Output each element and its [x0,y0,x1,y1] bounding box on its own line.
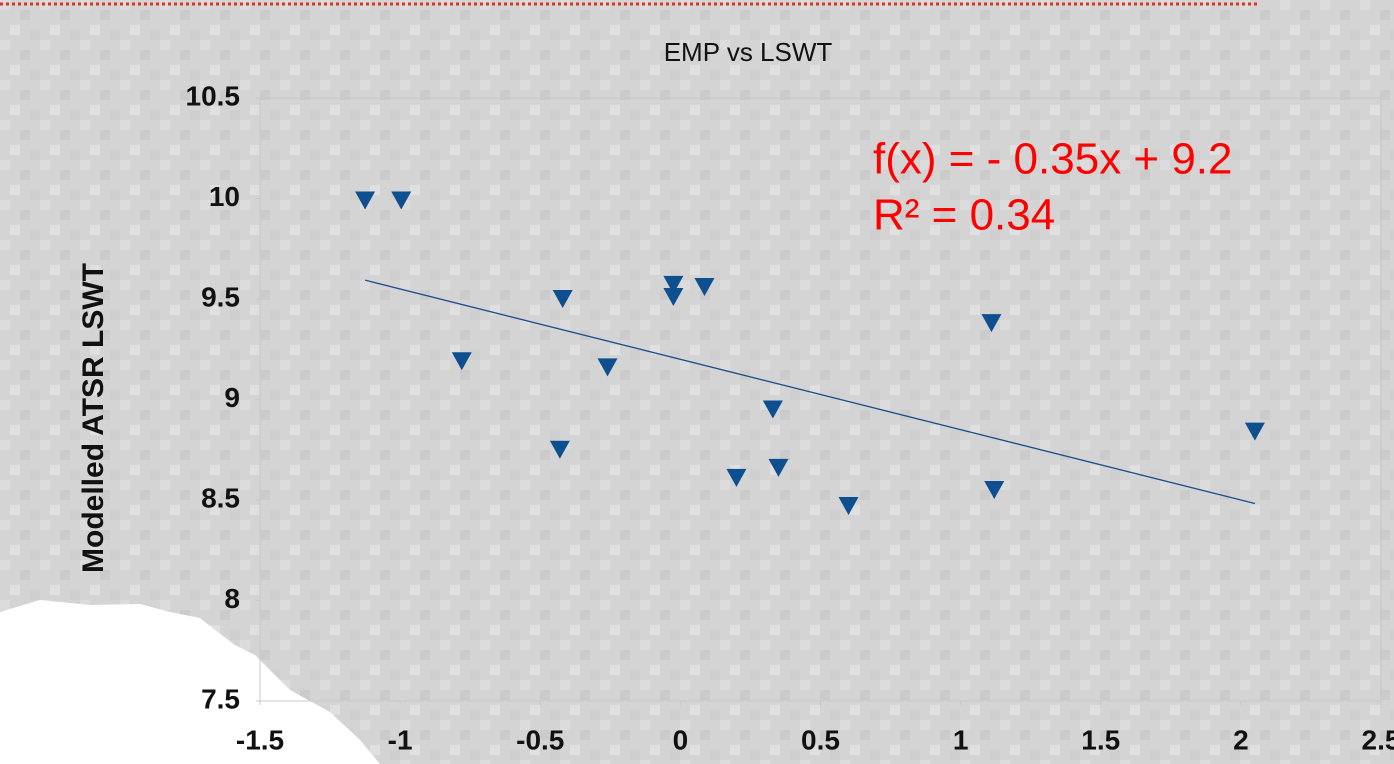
page: EMP vs LSWT Modelled ATSR LSWT f(x) = - … [0,0,1394,764]
x-tick-label: -0.5 [516,724,564,755]
y-tick-label: 8 [224,583,240,614]
y-tick-label: 10 [209,181,240,212]
x-tick-label: 1 [953,724,969,755]
x-tick-label: 1.5 [1081,724,1120,755]
chart-title: EMP vs LSWT [664,37,833,67]
x-tick-label: -1.5 [236,724,284,755]
x-tick-label: 2 [1233,724,1249,755]
x-tick-label: 2.5 [1362,724,1394,755]
x-tick-label: -1 [388,724,413,755]
annotation: R² = 0.34 [873,191,1055,240]
y-tick-label: 7.5 [201,683,240,714]
x-tick-label: 0.5 [801,724,840,755]
chart: EMP vs LSWT Modelled ATSR LSWT f(x) = - … [0,0,1394,764]
y-tick-label: 9 [224,382,240,413]
y-tick-label: 10.5 [186,80,241,111]
y-tick-label: 8.5 [201,482,240,513]
x-tick-label: 0 [673,724,689,755]
y-tick-label: 9.5 [201,281,240,312]
y-axis-title: Modelled ATSR LSWT [77,263,110,573]
annotation: f(x) = - 0.35x + 9.2 [873,135,1233,184]
